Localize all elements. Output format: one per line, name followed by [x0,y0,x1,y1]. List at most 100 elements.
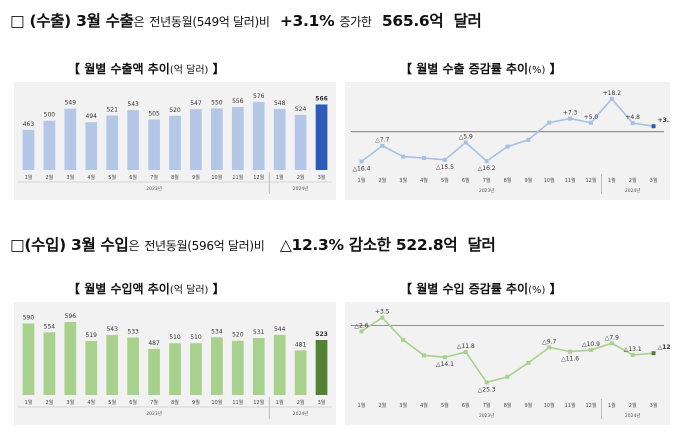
x-tick-label: 2월 [297,174,305,181]
x-tick-label: 12월 [585,402,596,409]
year-label: 2024년 [625,187,641,194]
data-point [588,348,593,353]
data-point [380,315,385,320]
title-text: 월별 수출 증감률 추이 [416,62,529,76]
x-tick-label: 2월 [46,174,54,181]
x-tick-label: 1월 [25,174,33,181]
import-headline-suffix: 비 [253,239,265,253]
year-label: 2023년 [479,412,495,419]
data-label: 531 [253,329,265,336]
data-label: 500 [44,112,56,119]
x-tick-label: 1월 [358,402,366,409]
bar [127,110,139,170]
bar [273,334,286,395]
plot-background [345,302,670,425]
data-label: 543 [127,101,139,108]
data-label: 521 [106,107,118,114]
import-headline-amount: 522.8억 [395,236,458,254]
x-tick-label: 3월 [66,174,74,181]
x-tick-label: 2월 [378,402,386,409]
import-headline: □(수입) 3월 수입은 전년동월(596억 달러)비 △12.3% 감소한 5… [10,233,496,255]
export-headline-rate: +3.1% [279,12,335,30]
x-tick-label: 10월 [544,402,555,409]
data-point [401,337,406,342]
x-tick-label: 1월 [276,174,284,181]
year-label: 2023년 [479,187,495,194]
plot-background [345,82,670,200]
data-label: △15.5 [436,164,454,171]
bar [190,343,202,395]
data-point [651,124,656,129]
data-label: 534 [211,328,223,335]
import-headline-verb: 감소한 [348,236,391,254]
bar [85,340,98,395]
title-text: 월별 수입액 추이 [84,282,170,296]
data-label: +18.2 [603,90,622,97]
x-tick-label: 6월 [129,174,137,181]
x-tick-label: 3월 [318,399,326,406]
x-tick-label: 1월 [358,177,366,184]
data-label: △13.1 [624,346,642,353]
x-tick-label: 5월 [441,177,449,184]
export-headline-amount: 565.6억 [381,12,444,30]
export-headline-label: (수출) [29,12,71,30]
data-label: +5.0 [584,114,599,121]
data-label: 543 [106,326,118,333]
year-label: 2024년 [625,412,641,419]
x-tick-label: 7월 [150,174,158,181]
bar [273,108,286,170]
data-label: 463 [23,121,35,128]
x-tick-label: 7월 [483,177,491,184]
title-bracket-close: 】 [212,282,225,296]
x-tick-label: 3월 [399,177,407,184]
x-tick-label: 10월 [211,174,222,181]
data-label: 510 [169,334,181,341]
data-point [588,120,593,125]
data-label: 520 [232,332,244,339]
x-tick-label: 6월 [129,399,137,406]
export-headline-reference: (549억 달러) [192,15,259,29]
bar [22,129,35,170]
bar [315,104,328,170]
x-tick-label: 9월 [524,177,532,184]
data-label: 520 [169,107,181,114]
bar [252,338,265,395]
export-growth-title: 【 월별 수출 증감률 추이(%) 】 [400,60,562,77]
x-tick-label: 2월 [629,177,637,184]
title-text: 월별 수입 증감률 추이 [416,282,529,296]
data-label: 547 [190,100,202,107]
x-tick-label: 12월 [253,174,264,181]
x-tick-label: 3월 [399,402,407,409]
data-point [422,353,427,358]
data-label: 544 [274,326,286,333]
import-headline-comparison: 전년동월 [144,239,188,253]
export-headline-particle: 은 [133,15,145,29]
x-tick-label: 8월 [171,399,179,406]
data-point [609,96,614,101]
data-point [526,360,531,365]
title-text: 월별 수출액 추이 [84,62,170,76]
x-tick-label: 7월 [150,399,158,406]
x-tick-label: 8월 [504,402,512,409]
data-label: 519 [86,332,98,339]
x-tick-label: 3월 [650,402,658,409]
title-unit: (%) [528,285,546,296]
x-tick-label: 10월 [211,399,222,406]
data-label: +3.5 [375,309,390,316]
import-headline-label: (수입) [24,236,66,254]
data-label: 505 [148,110,160,117]
x-tick-label: 1월 [25,399,33,406]
export-headline-comparison: 전년동월 [149,15,193,29]
import-headline-currency: 달러 [467,236,496,254]
bar [85,122,98,170]
x-tick-label: 6월 [462,402,470,409]
data-label: 549 [65,100,77,107]
x-tick-label: 4월 [420,402,428,409]
bar [169,343,181,395]
title-unit: (억 달러) [169,285,209,296]
data-label: △10.9 [582,341,600,348]
title-unit: (%) [528,65,546,76]
data-point [463,350,468,355]
data-point [484,159,489,164]
data-label: 523 [315,331,328,338]
